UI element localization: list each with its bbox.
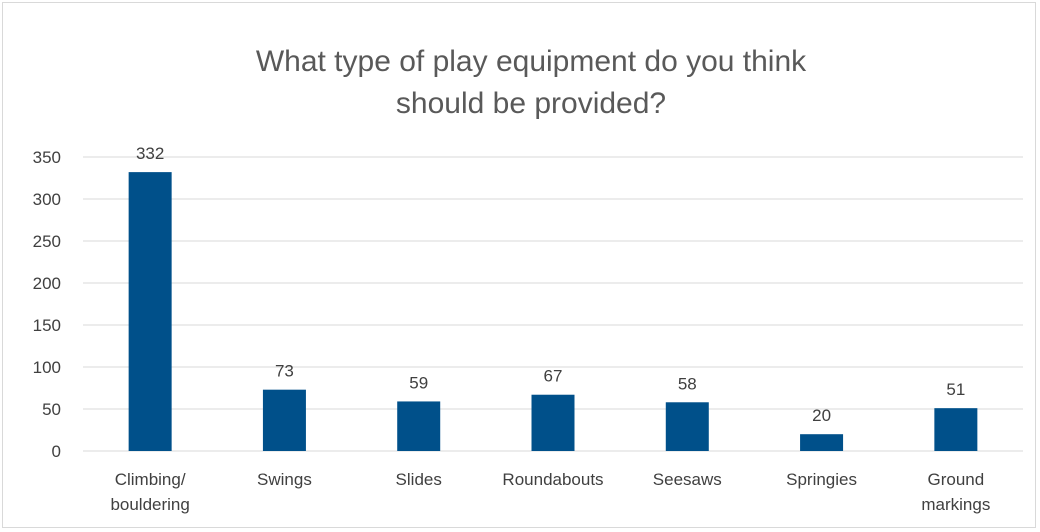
data-label: 332 (136, 144, 164, 163)
y-tick-label: 100 (33, 358, 61, 377)
y-tick-label: 150 (33, 316, 61, 335)
y-tick-label: 300 (33, 190, 61, 209)
x-category-label: Seesaws (653, 470, 722, 489)
y-tick-label: 50 (42, 400, 61, 419)
bar-chart: What type of play equipment do you think… (33, 45, 1023, 514)
data-label: 73 (275, 362, 294, 381)
y-axis-tick-labels: 0 50 100 150 200 250 300 350 (33, 148, 61, 461)
x-category-label: Climbing/ (115, 470, 186, 489)
y-tick-label: 200 (33, 274, 61, 293)
chart-title-line-1: What type of play equipment do you think (256, 45, 807, 78)
data-label: 58 (678, 374, 697, 393)
data-label: 67 (544, 367, 563, 386)
chart-title-line-2: should be provided? (396, 87, 666, 120)
data-label: 51 (946, 380, 965, 399)
bar (128, 172, 172, 451)
data-label: 20 (812, 406, 831, 425)
y-tick-label: 350 (33, 148, 61, 167)
bar (397, 401, 441, 451)
bars (128, 172, 978, 451)
chart-title: What type of play equipment do you think… (256, 45, 807, 120)
data-labels: 332 73 59 67 58 20 51 (136, 144, 965, 425)
y-tick-label: 0 (52, 442, 61, 461)
x-category-label: markings (921, 495, 990, 514)
x-category-label: Roundabouts (502, 470, 603, 489)
x-category-label: Swings (257, 470, 312, 489)
x-category-label: bouldering (110, 495, 189, 514)
bar (531, 394, 575, 451)
bar (934, 408, 978, 451)
x-category-label: Springies (786, 470, 857, 489)
data-label: 59 (409, 373, 428, 392)
y-tick-label: 250 (33, 232, 61, 251)
x-category-label: Ground (928, 470, 985, 489)
gridlines (83, 156, 1023, 452)
x-category-label: Slides (396, 470, 442, 489)
bar (800, 434, 844, 451)
x-axis-category-labels: Climbing/bouldering Swings Slides Roundabou… (110, 470, 990, 514)
bar (262, 389, 306, 451)
bar (665, 402, 709, 451)
